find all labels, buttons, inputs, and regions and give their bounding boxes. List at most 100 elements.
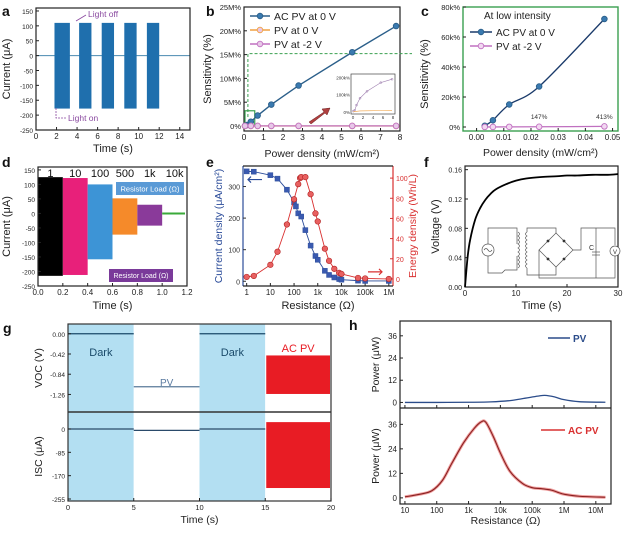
data-point — [241, 122, 249, 130]
x-tick-label: 6 — [95, 132, 100, 141]
data-point — [601, 15, 608, 23]
x-tick-label: 0.4 — [82, 288, 94, 297]
x-tick-label: 0.00 — [469, 133, 485, 142]
y-axis-label: Current (μA) — [1, 39, 13, 100]
x-tick-label: 0.8 — [132, 288, 144, 297]
inset-x-tick-label: 0 — [352, 115, 355, 120]
x-tick-label: 7 — [378, 132, 383, 142]
data-point — [274, 248, 281, 255]
y-tick-label: 20M% — [220, 27, 242, 36]
segment-label: 10k — [166, 168, 184, 180]
x-axis-label: Resistance (Ω) — [471, 515, 541, 527]
inset-y-tick-label: 200k% — [336, 75, 350, 80]
data-point — [338, 276, 345, 283]
y-axis-label-right: Energy density (Wh/L) — [407, 174, 419, 278]
y-tick-label: 0.00 — [448, 285, 462, 292]
panel-label-h: h — [349, 317, 358, 333]
data-point — [274, 175, 281, 182]
diode-icon — [562, 257, 566, 261]
data-point — [268, 122, 275, 130]
data-point — [331, 265, 338, 272]
panel-b: b 0 1 2 3 4 5 6 7 8 0% 5M% 10M% 15M% 20M% 25M% Sensitivi… — [202, 3, 412, 160]
diode-icon — [546, 239, 550, 243]
x-tick-label: 10 — [134, 132, 143, 141]
y-axis-label: Voltage (V) — [430, 199, 442, 253]
zoom-indicator-line — [247, 53, 412, 117]
panel-c: c 0.00 0.01 0.02 0.03 0.04 0.05 0% 20k% 40k% 60k% 8… — [419, 3, 621, 159]
y-axis-label: Current (μA) — [1, 196, 13, 257]
y-tick-label: 0% — [230, 122, 241, 131]
current-segment — [137, 204, 163, 226]
x-tick-label: 6 — [359, 132, 364, 142]
data-point — [392, 22, 400, 30]
y-tick-label: 10M% — [220, 74, 242, 83]
segment-label: 10 — [69, 168, 81, 180]
panel-h: h 10 100 1k 10k 100k 1M 10M 0 12 24 36 0 12 24 36 Power … — [349, 317, 612, 527]
voltmeter-label: V — [613, 250, 617, 256]
legend-marker — [477, 42, 485, 50]
x-tick-label: 100 — [287, 288, 301, 297]
y-axis-label: Sensitivity (%) — [202, 34, 214, 104]
diode-icon — [562, 239, 566, 243]
annotation-147: 147% — [531, 114, 548, 121]
current-segment — [112, 198, 138, 235]
data-point — [254, 122, 261, 130]
y-tick-label: 40 — [396, 237, 404, 244]
data-point — [505, 123, 513, 131]
y-axis-label: Sensitivity (%) — [419, 39, 431, 109]
panel-label-g: g — [3, 320, 12, 336]
current-segment — [87, 184, 113, 260]
y-tick-label: -85 — [56, 450, 66, 457]
x-tick-label: 30 — [614, 289, 623, 298]
panel-label-d: d — [2, 154, 11, 170]
current-pulse — [79, 22, 92, 109]
y-tick-label: 60k% — [441, 33, 460, 42]
x-axis-label: Time (s) — [180, 514, 218, 526]
y-tick-label: -250 — [22, 284, 35, 291]
legend-box-label: Resistor Load (Ω) — [121, 185, 180, 194]
x-tick-label: 10M — [588, 506, 604, 515]
panel-label-e: e — [206, 154, 214, 170]
y-tick-label: 100 — [396, 176, 408, 183]
y-tick-label: 40k% — [441, 63, 460, 72]
x-tick-label: 0.03 — [550, 133, 566, 142]
legend-box-purple — [109, 269, 173, 282]
legend-label: PV at -2 V — [496, 42, 542, 53]
panel-label-f: f — [424, 154, 429, 170]
y-tick-label: 0.04 — [448, 256, 462, 263]
y-tick-label: -200 — [22, 269, 35, 276]
data-point — [243, 273, 250, 281]
inset-point — [379, 81, 382, 84]
y-tick-label: 20 — [396, 257, 404, 264]
capacitor-label: C — [589, 245, 594, 252]
x-tick-label: 5 — [132, 503, 136, 512]
data-point — [489, 123, 497, 131]
circuit-wire — [538, 250, 616, 279]
arrow-icon — [308, 107, 331, 125]
data-point — [302, 227, 309, 233]
data-point — [535, 123, 543, 131]
y-tick-label: 24 — [388, 445, 397, 454]
x-tick-label: 1k — [464, 506, 473, 515]
data-point — [290, 196, 298, 203]
y-tick-label: -0.84 — [50, 372, 65, 379]
legend-box-blue — [116, 182, 184, 195]
y-axis-label-isc: ISC (μA) — [33, 436, 45, 476]
legend-label: AC PV — [568, 426, 599, 437]
transformer-coil-secondary — [525, 231, 528, 269]
x-tick-label: 3 — [300, 132, 305, 142]
data-point — [268, 101, 275, 108]
inset-point — [390, 77, 394, 81]
voltmeter-icon — [609, 245, 621, 257]
legend-marker — [256, 12, 264, 20]
legend-marker — [477, 28, 485, 36]
ac-pv-voc-band — [266, 355, 330, 394]
region-label: PV — [160, 378, 174, 389]
circuit-wire — [526, 227, 557, 233]
x-tick-label: 10k — [494, 506, 508, 515]
panel-label-b: b — [206, 3, 215, 19]
data-point — [481, 123, 489, 131]
x-tick-label: 1k — [314, 288, 323, 297]
data-point — [295, 181, 302, 188]
x-tick-label: 15 — [261, 503, 269, 512]
